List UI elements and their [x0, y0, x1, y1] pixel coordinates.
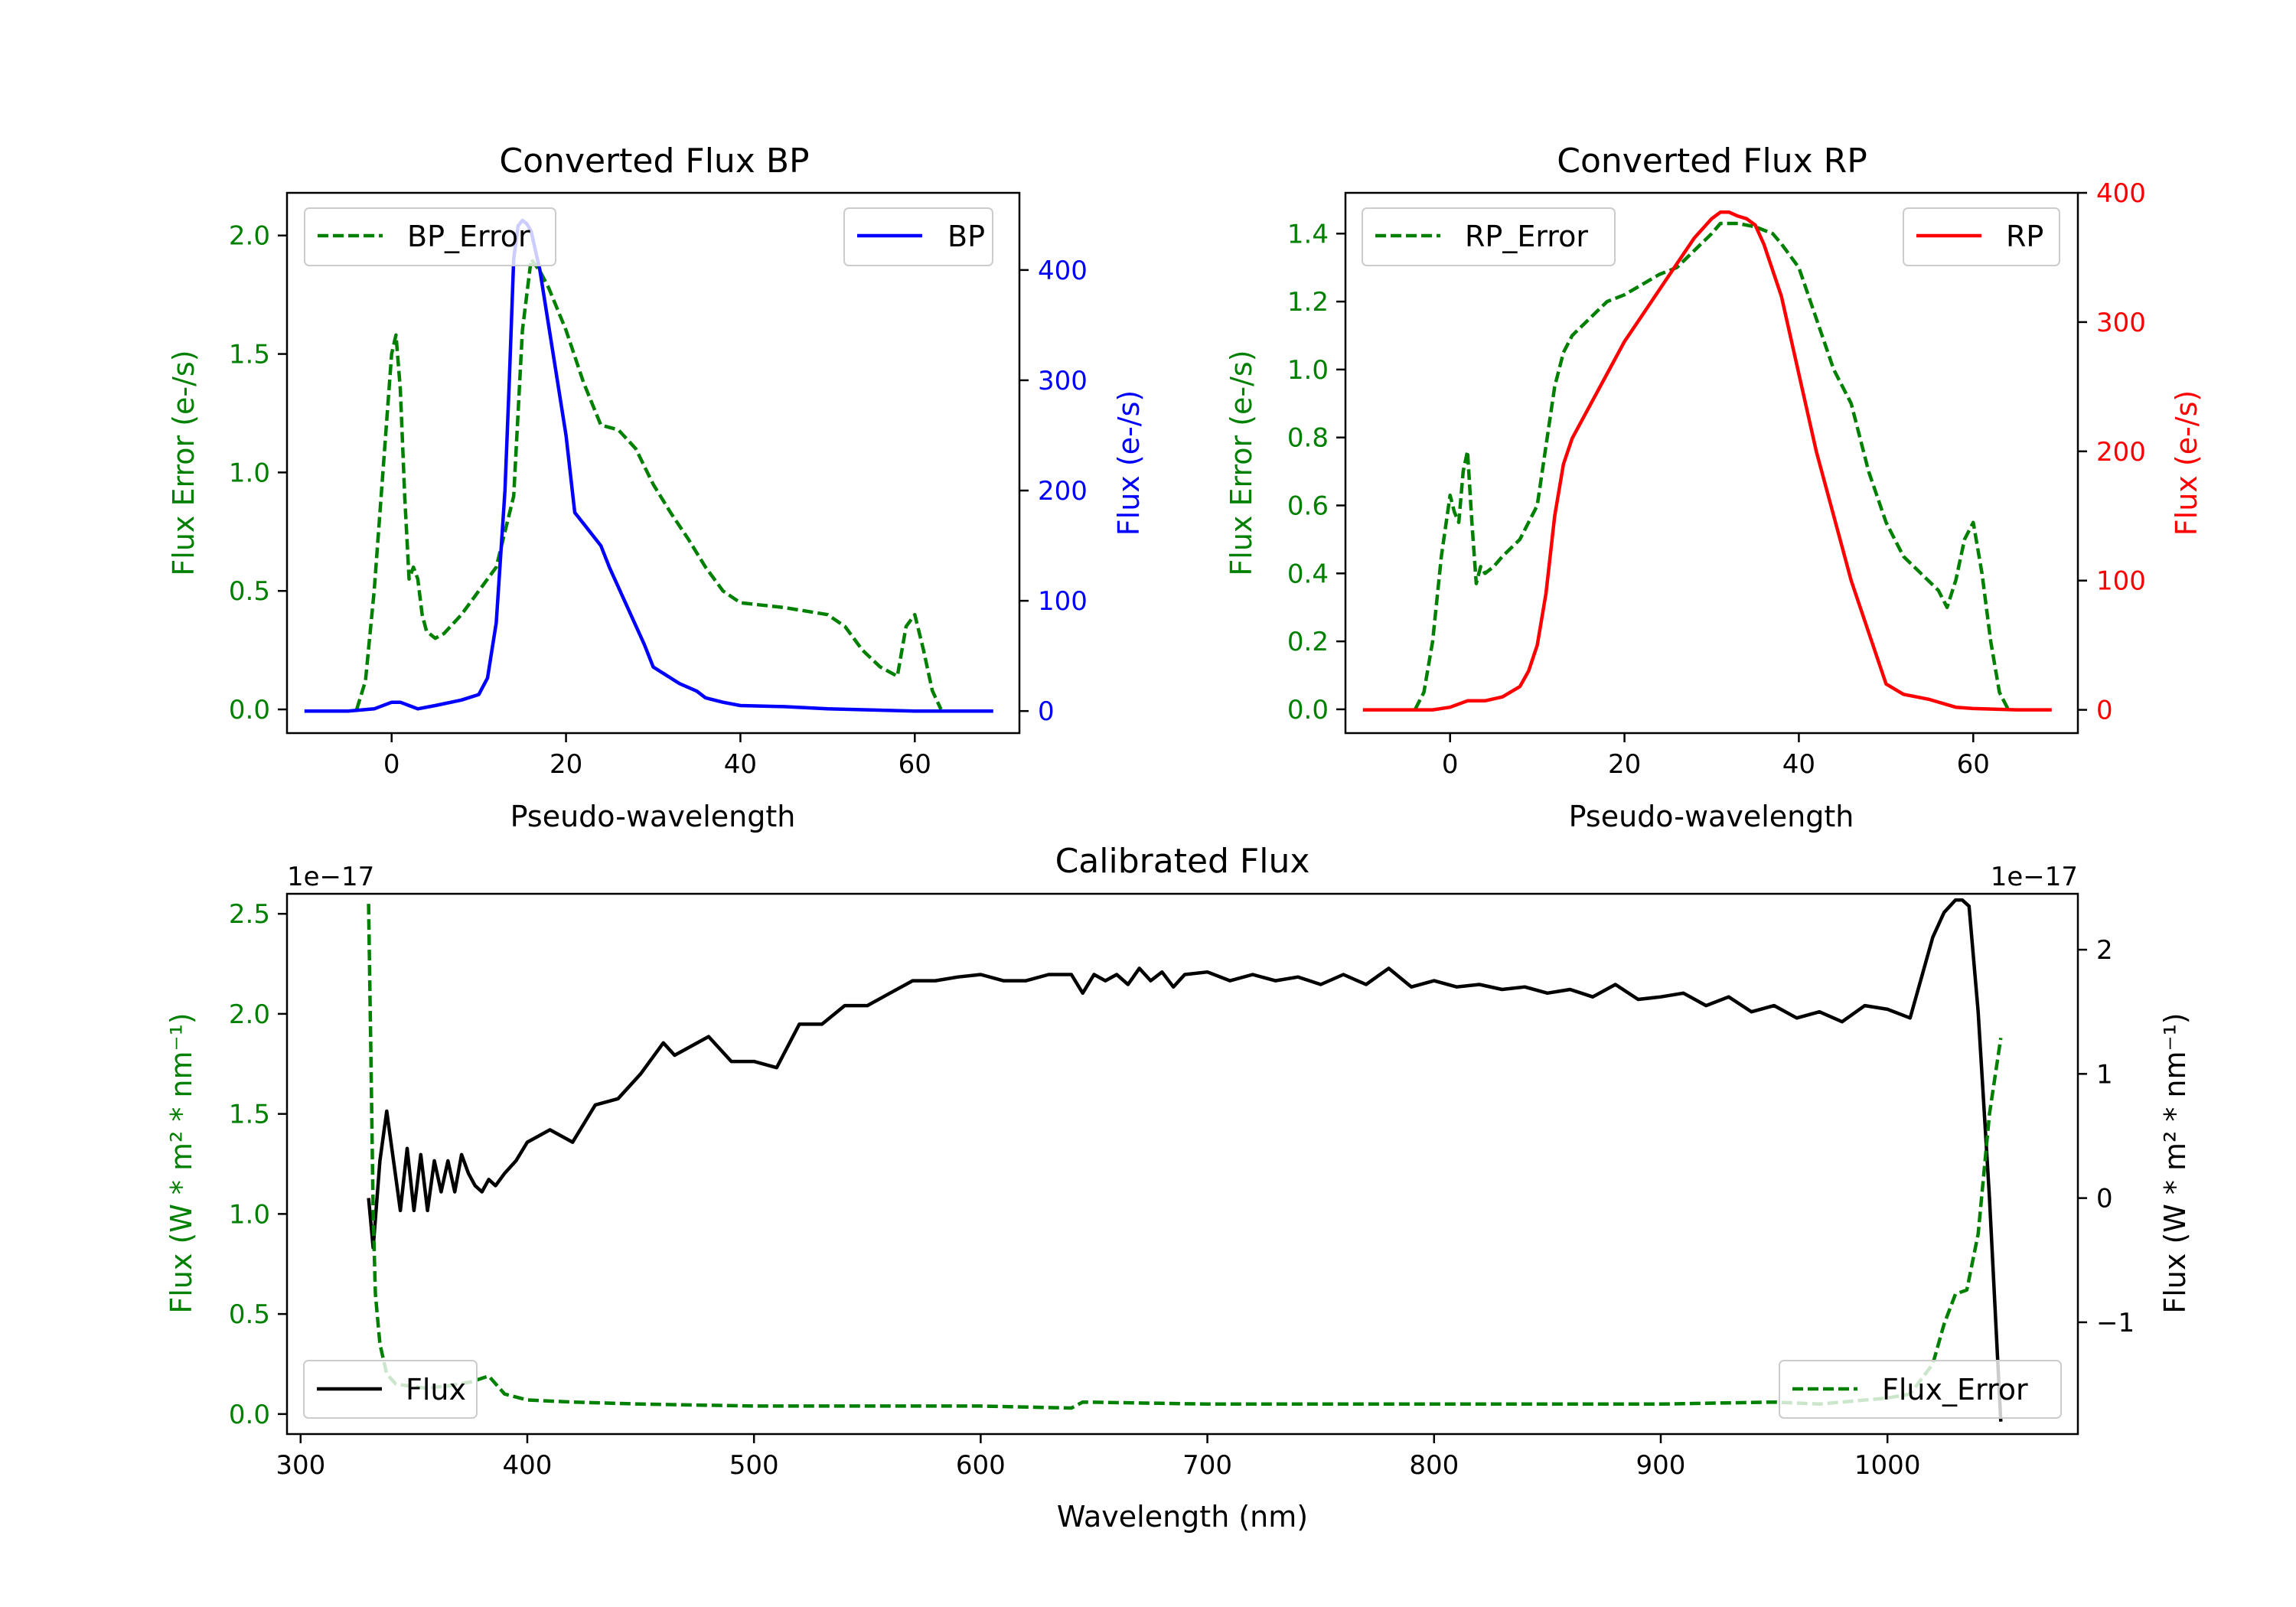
cal-x-tick-label: 400 [503, 1450, 553, 1481]
bp-axes-frame [285, 191, 1021, 735]
cal-x-label: Wavelength (nm) [1057, 1500, 1308, 1534]
rp-legend-error: RP_Error [1362, 207, 1616, 266]
cal-y-right-tick-label: 2 [2096, 935, 2113, 966]
cal-y-left-tick-label: 1.0 [229, 1199, 270, 1230]
rp-y-label-right: Flux (e-/s) [2170, 390, 2203, 536]
rp-y-left-tick-label: 1.0 [1287, 355, 1329, 386]
cal-x-tick-label: 700 [1182, 1450, 1232, 1481]
cal-y-left-tick-label: 2.5 [229, 899, 270, 930]
cal-y-right-tick-label: 0 [2096, 1184, 2113, 1214]
rp-plot-area [1362, 210, 2052, 712]
rp-y-right-tick-label: 200 [2096, 437, 2146, 468]
rp-axes-frame [1344, 191, 2079, 735]
rp-x-label: Pseudo-wavelength [1569, 800, 1854, 833]
bp-x-label: Pseudo-wavelength [510, 800, 796, 833]
rp-y-left-tick-label: 0.4 [1287, 559, 1329, 589]
cal-x-tick-label: 1000 [1854, 1450, 1921, 1481]
bp-legend-flux-label: BP [947, 220, 985, 253]
rp-legend-flux-label: RP [2006, 220, 2043, 253]
bp-y-label-right: Flux (e-/s) [1112, 390, 1146, 536]
cal-x-tick-label: 800 [1409, 1450, 1459, 1481]
bp-y-right-tick-label: 400 [1038, 256, 1088, 286]
bp-y-right-tick-label: 300 [1038, 366, 1088, 396]
panel-rp: Converted Flux RP 0 20 40 60 0.0 0.2 0.4 0.6 0.8… [1225, 142, 2203, 833]
rp-y-left-tick-label: 0.0 [1287, 695, 1329, 725]
panel-calibrated: Calibrated Flux 1e−17 1e−17 300 400 500 600… [165, 842, 2192, 1534]
bp-plot-area [304, 218, 993, 713]
rp-y-left-tick-label: 1.4 [1287, 219, 1329, 249]
cal-y-left-tick-label: 1.5 [229, 1100, 270, 1130]
rp-legend-flux: RP [1903, 207, 2060, 266]
bp-y-left-tick-label: 1.0 [229, 458, 270, 488]
bp-y-left-tick-label: 0.5 [229, 576, 270, 607]
rp-y-right-tick-label: 0 [2096, 696, 2113, 726]
bp-legend-error: BP_Error [304, 207, 556, 266]
cal-y-right-tick-label: 1 [2096, 1059, 2113, 1090]
cal-x-tick-label: 600 [956, 1450, 1006, 1481]
cal-x-tick-label: 500 [729, 1450, 779, 1481]
rp-y-right-tick-label: 100 [2096, 566, 2146, 597]
rp-x-tick-label: 20 [1608, 749, 1641, 780]
rp-y-left-tick-label: 0.6 [1287, 491, 1329, 522]
cal-y-left-tick-label: 0.5 [229, 1299, 270, 1330]
rp-series-rp-line [1362, 210, 2052, 712]
bp-x-tick-label: 0 [383, 749, 400, 780]
cal-y-label-right: Flux (W * m² * nm⁻¹) [2158, 1012, 2192, 1313]
rp-y-right-tick-label: 300 [2096, 308, 2146, 338]
bp-y-right-tick-label: 200 [1038, 476, 1088, 507]
rp-title: Converted Flux RP [1557, 142, 1867, 181]
cal-y-label-left: Flux (W * m² * nm⁻¹) [165, 1012, 198, 1313]
cal-legend-error: Flux_Error [1779, 1360, 2062, 1419]
rp-ticks: 0 20 40 60 0.0 0.2 0.4 0.6 0.8 1.0 1.2 1.4 0 100 200 30… [1287, 178, 2146, 780]
bp-x-tick-label: 20 [550, 749, 582, 780]
rp-legend-error-label: RP_Error [1465, 220, 1588, 253]
bp-y-left-tick-label: 2.0 [229, 221, 270, 252]
panel-bp: Converted Flux BP 0 20 40 60 0.0 0.5 1.0 1.5 2.0… [167, 142, 1146, 833]
bp-title: Converted Flux BP [499, 142, 809, 181]
cal-series-flux-line [367, 898, 2003, 1422]
cal-y-left-tick-label: 0.0 [229, 1400, 270, 1430]
rp-x-tick-label: 0 [1442, 749, 1459, 780]
cal-ticks: 300 400 500 600 700 800 900 1000 0.0 0.5 1.0 1.5 2.0… [229, 899, 2135, 1481]
rp-series-rp-error-line [1414, 221, 2010, 710]
rp-y-right-tick-label: 400 [2096, 178, 2146, 209]
cal-y-left-tick-label: 2.0 [229, 999, 270, 1030]
bp-y-left-tick-label: 0.0 [229, 695, 270, 725]
cal-legend-error-label: Flux_Error [1882, 1373, 2028, 1407]
bp-legend-error-label: BP_Error [407, 220, 530, 253]
bp-x-tick-label: 40 [724, 749, 757, 780]
cal-y-right-tick-label: −1 [2096, 1308, 2135, 1338]
bp-legend-flux: BP [843, 207, 993, 266]
rp-x-tick-label: 40 [1782, 749, 1815, 780]
rp-y-label-left: Flux Error (e-/s) [1225, 350, 1258, 575]
rp-y-left-tick-label: 0.2 [1287, 627, 1329, 657]
rp-x-tick-label: 60 [1957, 749, 1990, 780]
cal-legend-flux: Flux [303, 1360, 478, 1419]
bp-x-tick-label: 60 [899, 749, 931, 780]
cal-title: Calibrated Flux [1055, 842, 1310, 881]
cal-x-tick-label: 300 [276, 1450, 325, 1481]
bp-y-right-tick-label: 0 [1038, 696, 1055, 727]
rp-y-left-tick-label: 1.2 [1287, 287, 1329, 318]
bp-series-bp-line [304, 218, 993, 713]
cal-offset-right: 1e−17 [1991, 862, 2078, 892]
bp-y-left-tick-label: 1.5 [229, 340, 270, 370]
bp-y-label-left: Flux Error (e-/s) [167, 350, 201, 575]
bp-series-bp-error-line [354, 257, 943, 710]
bp-ticks: 0 20 40 60 0.0 0.5 1.0 1.5 2.0 0 100 200 300 400 [229, 221, 1088, 780]
cal-x-tick-label: 900 [1636, 1450, 1686, 1481]
rp-y-left-tick-label: 0.8 [1287, 423, 1329, 454]
cal-axes-frame [285, 892, 2079, 1436]
bp-y-right-tick-label: 100 [1038, 586, 1088, 617]
cal-legend-flux-label: Flux [406, 1373, 466, 1407]
cal-offset-left: 1e−17 [287, 862, 374, 892]
